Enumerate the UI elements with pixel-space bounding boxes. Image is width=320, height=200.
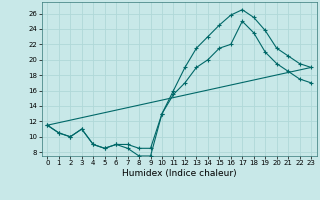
X-axis label: Humidex (Indice chaleur): Humidex (Indice chaleur) [122,169,236,178]
